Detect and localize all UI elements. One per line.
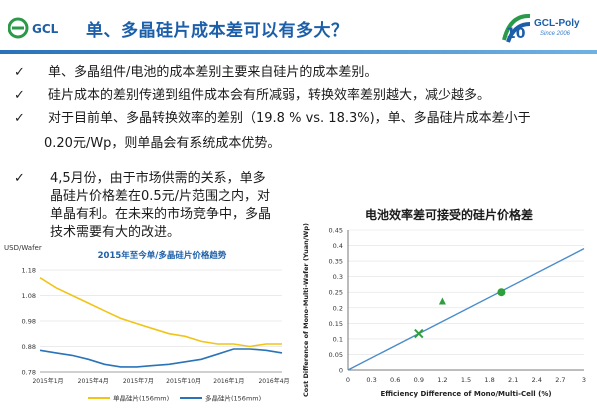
- series-line-1: [39, 277, 282, 348]
- y-tick-label: 0.4: [333, 242, 343, 250]
- check-icon: ✓: [14, 171, 25, 186]
- y-tick-label: 0.25: [329, 289, 343, 297]
- x-tick-label: 1.2: [437, 376, 447, 384]
- slide-header: GCL 单、多晶硅片成本差可以有多大？ 10 GCL-Poly Since 20…: [0, 0, 597, 58]
- y-tick-label: 0.05: [329, 351, 343, 359]
- bullet-1-text: 单、多晶组件/电池的成本差别主要来自硅片的成本差别。: [48, 65, 378, 80]
- gcl-poly-emblem-icon: 10: [502, 13, 531, 43]
- wafer-price-trend-chart: USD/Wafer 2015年至今单/多晶硅片价格趋势 1.18 1.08 0.98 0.…: [4, 244, 290, 403]
- bullet-3-text-line2: 0.20元/Wp，则单晶会有系统成本优势。: [44, 136, 281, 151]
- x-tick-label: 2016年4月: [258, 377, 289, 385]
- trend-line: [347, 248, 585, 371]
- legend-label: 单晶硅片(156mm): [113, 394, 169, 403]
- x-tick-label: 2.1: [508, 376, 518, 384]
- y-tick-label: 0.15: [329, 320, 343, 328]
- sub-bullet-line: 晶硅片价格差在0.5元/片范围之内，对: [50, 189, 271, 204]
- x-tick-label: 3: [582, 376, 586, 384]
- y-tick-label: 1.08: [22, 292, 36, 300]
- y-tick-label: 0.98: [22, 318, 36, 326]
- data-point-circle: [497, 288, 506, 297]
- x-tick-label: 0.6: [390, 376, 400, 384]
- x-tick-label: 0.9: [414, 376, 424, 384]
- gcl-poly-logo: 10 GCL-Poly Since 2006: [500, 10, 592, 48]
- x-tick-label: 2.4: [532, 376, 542, 384]
- gcl-logo-left: GCL: [8, 17, 59, 39]
- x-tick-label: 2.7: [555, 376, 565, 384]
- sub-bullet-line: 技术需要有大的改进。: [50, 225, 181, 240]
- y-axis-label: Cost Difference of Mono-Multi-Wafer (Yua…: [302, 223, 310, 397]
- price-diff-vs-efficiency-chart: 0 0.05 0.1 0.15 0.2 0.25 0.3 0.35 0.4 0.45 0 0.3 0.6…: [302, 223, 586, 398]
- bullet-3-text: 对于目前单、多晶转换效率的差别（19.8 % vs. 18.3%)，单、多晶硅片…: [48, 111, 531, 126]
- y-tick-label: 1.18: [22, 267, 36, 275]
- logo-right-sub: Since 2006: [540, 31, 571, 37]
- right-chart-title: 电池效率差可接受的硅片价格差: [365, 208, 534, 222]
- x-tick-label: 2015年1月: [32, 377, 63, 385]
- x-tick-label: 0.3: [366, 376, 376, 384]
- data-point-cross: [414, 328, 424, 339]
- y-tick-label: 0.78: [22, 369, 36, 377]
- left-chart-title: 2015年至今单/多晶硅片价格趋势: [98, 250, 227, 261]
- check-icon: ✓: [14, 88, 25, 103]
- series-line-2: [39, 348, 283, 368]
- x-tick-label: 2015年4月: [78, 377, 109, 385]
- x-tick-label: 2016年1月: [213, 377, 244, 385]
- sub-bullet-line: 单晶有利。在未来的市场竞争中，多晶: [50, 207, 272, 222]
- x-tick-label: 2015年10月: [166, 377, 201, 385]
- check-icon: ✓: [14, 111, 25, 126]
- x-axis-label: Efficiency Difference of Mono/Multi-Cell…: [380, 390, 551, 398]
- y-tick-label: 0.35: [329, 258, 343, 266]
- logo-left-text: GCL: [32, 22, 59, 36]
- page-title: 单、多晶硅片成本差可以有多大？: [86, 21, 349, 41]
- legend-label: 多晶硅片(156mm): [205, 394, 261, 403]
- sub-bullet-line: 4,5月份，由于市场供需的关系，单多: [50, 171, 266, 186]
- y-tick-label: 0.88: [22, 343, 36, 351]
- y-tick-label: 0.2: [333, 304, 343, 312]
- y-tick-label: 0.1: [333, 335, 343, 343]
- x-tick-label: 1.5: [461, 376, 471, 384]
- y-axis-unit-label: USD/Wafer: [4, 244, 42, 252]
- x-tick-label: 0: [346, 376, 350, 384]
- svg-text:10: 10: [506, 26, 526, 42]
- x-tick-label: 1.8: [484, 376, 494, 384]
- sub-bullet-lines: 4,5月份，由于市场供需的关系，单多 晶硅片价格差在0.5元/片范围之内，对 单…: [50, 170, 271, 242]
- bullet-2-text: 硅片成本的差别传递到组件成本会有所减弱，转换效率差别越大，减少越多。: [48, 88, 491, 103]
- x-tick-label: 2015年7月: [123, 377, 154, 385]
- check-icon: ✓: [14, 65, 25, 80]
- header-divider: [0, 50, 597, 54]
- y-tick-label: 0.3: [333, 273, 343, 281]
- logo-right-text: GCL-Poly: [534, 18, 580, 29]
- data-point-triangle: [438, 297, 446, 305]
- y-tick-label: 0: [339, 367, 343, 375]
- y-tick-label: 0.45: [329, 227, 343, 235]
